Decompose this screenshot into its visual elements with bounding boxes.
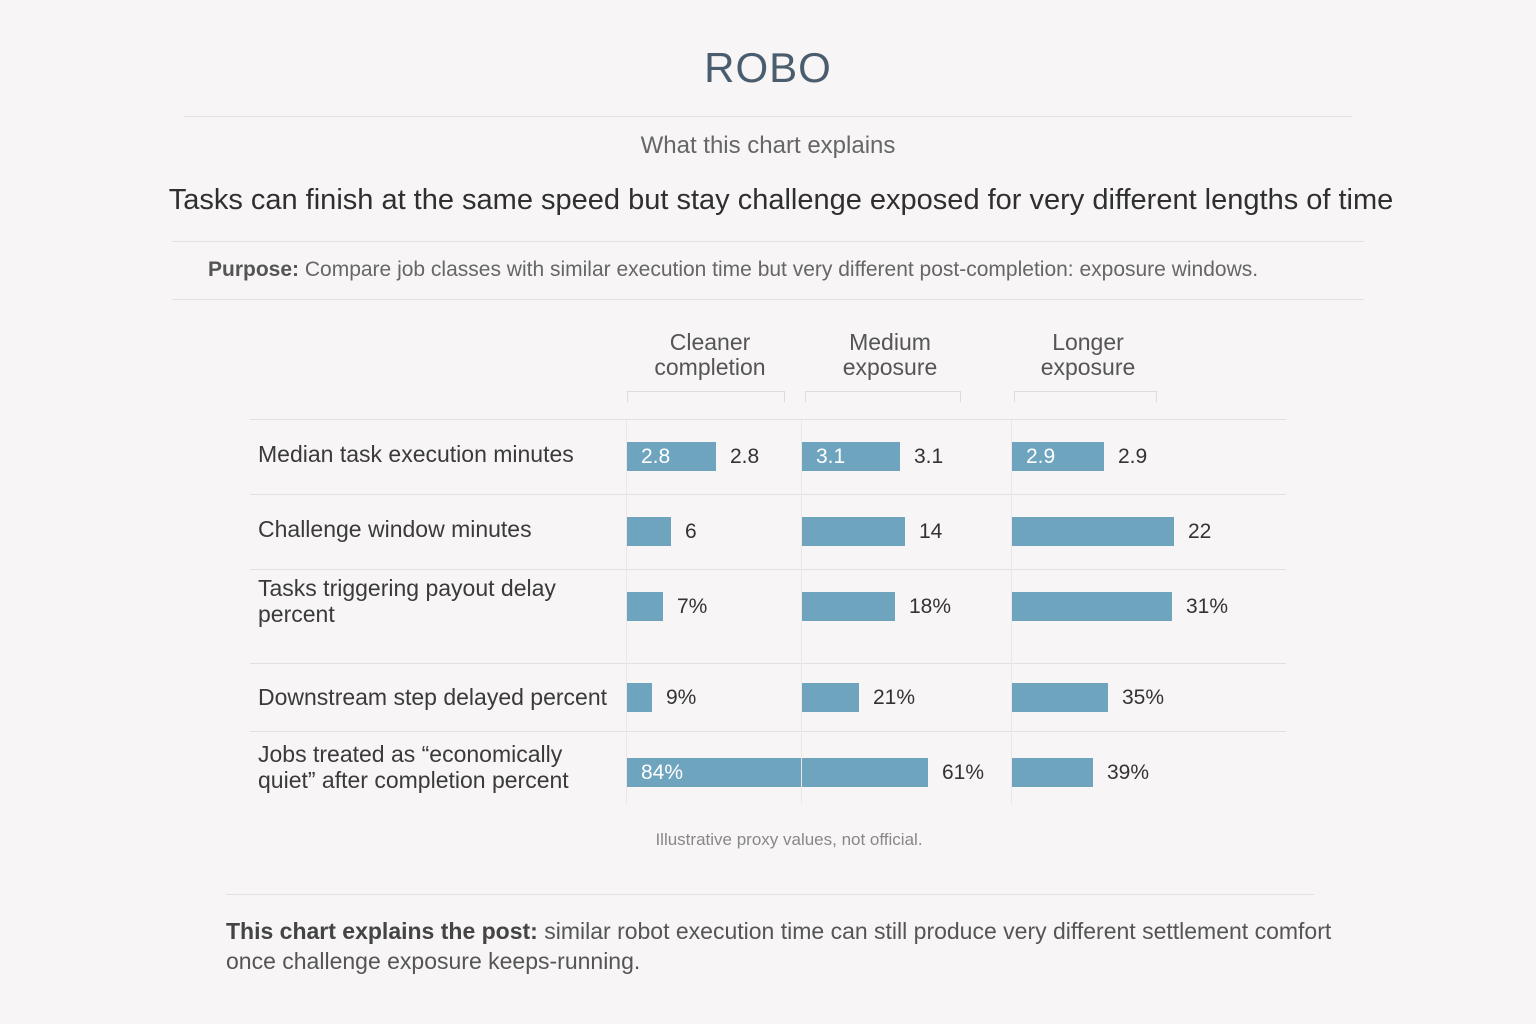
data-label: 2.9 (1118, 445, 1148, 468)
row-divider (250, 494, 1286, 495)
data-label: 7% (677, 595, 708, 618)
data-label: 22 (1188, 520, 1212, 543)
bar (1012, 517, 1174, 546)
row-divider (250, 731, 1286, 732)
data-label: 9% (666, 686, 697, 709)
bar-inside-label: 2.8 (641, 445, 671, 468)
divider (172, 241, 1364, 242)
row-divider (250, 419, 1286, 420)
data-label: 35% (1122, 686, 1165, 709)
data-label: 39% (1107, 761, 1150, 784)
bar (627, 683, 652, 712)
bar (1012, 683, 1108, 712)
column-divider (1011, 420, 1012, 804)
data-label: 6 (685, 520, 697, 543)
divider (172, 299, 1364, 300)
row-label: Challenge window minutes (258, 516, 532, 542)
data-label: 2.8 (730, 445, 760, 468)
footer-text: This chart explains the post: similar ro… (226, 916, 1376, 976)
row-label: Tasks triggering payout delay percent (258, 575, 556, 627)
column-divider (626, 420, 627, 804)
row-divider (250, 663, 1286, 664)
data-label: 21% (873, 686, 916, 709)
chart-headline: Tasks can finish at the same speed but s… (168, 184, 1394, 216)
divider (226, 894, 1314, 895)
bar (627, 517, 671, 546)
purpose-text: Purpose: Compare job classes with simila… (208, 258, 1258, 282)
data-label: 18% (909, 595, 952, 618)
bar-inside-label: 2.9 (1026, 445, 1056, 468)
row-label: Downstream step delayed percent (258, 684, 608, 710)
column-header: Cleaner completion (654, 329, 766, 380)
bar-inside-label: 3.1 (816, 445, 846, 468)
row-divider (250, 569, 1286, 570)
bar (802, 442, 900, 471)
bar (627, 442, 716, 471)
bar-inside-label: 84% (641, 761, 684, 784)
data-label: 61% (942, 761, 985, 784)
chart-subtitle: What this chart explains (640, 132, 896, 159)
bar (802, 758, 928, 787)
column-header: Medium exposure (842, 329, 938, 380)
chart-note: Illustrative proxy values, not official. (655, 830, 923, 849)
column-header-bracket (627, 391, 785, 402)
purpose-body: Compare job classes with similar executi… (304, 258, 1259, 281)
column-header: Longer exposure (1040, 329, 1136, 380)
footer-label: This chart explains the post: (226, 918, 538, 944)
column-header-bracket (805, 391, 961, 402)
data-label: 14 (919, 520, 943, 543)
bar (802, 592, 895, 621)
purpose-label: Purpose: (208, 258, 300, 281)
bar (627, 592, 663, 621)
divider (184, 116, 1352, 117)
row-label: Jobs treated as “economically quiet” aft… (258, 741, 569, 793)
bar (1012, 758, 1093, 787)
bar (1012, 442, 1104, 471)
page-title: ROBO (704, 44, 832, 91)
bar (627, 758, 801, 787)
bar (802, 683, 859, 712)
bar (802, 517, 905, 546)
column-header-bracket (1014, 391, 1157, 402)
row-label: Median task execution minutes (258, 441, 574, 467)
data-label: 3.1 (914, 445, 944, 468)
bar (1012, 592, 1172, 621)
footer-body: similar robot execution time can still p… (226, 918, 1332, 974)
data-label: 31% (1186, 595, 1229, 618)
column-divider (801, 420, 802, 804)
